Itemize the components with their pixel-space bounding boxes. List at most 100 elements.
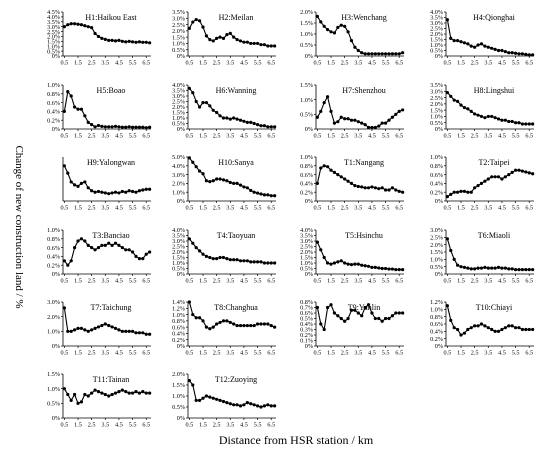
series-line — [446, 238, 533, 271]
data-point — [476, 266, 480, 270]
x-tick-label: 0.5 — [313, 133, 321, 140]
y-tick-label: 0.6% — [300, 310, 313, 317]
data-point — [245, 120, 249, 124]
x-tick-label: 3.5 — [226, 60, 234, 67]
y-tick-label: 0% — [177, 271, 185, 278]
data-point — [329, 30, 333, 34]
data-point — [141, 40, 145, 44]
data-point — [242, 403, 246, 407]
chart-panel: 0%0.2%0.4%0.6%0.8%1.0%1.2% 0.5 1.5 2.5 3.5 4.… — [430, 299, 535, 357]
data-point — [273, 125, 277, 129]
y-tick-label: 3.0% — [430, 227, 443, 234]
y-tick-label: 1.0% — [47, 386, 60, 393]
data-point — [107, 192, 111, 196]
y-tick-label: 0.8% — [300, 163, 313, 170]
data-point — [225, 401, 229, 405]
data-point — [486, 114, 490, 119]
data-point — [201, 252, 205, 256]
data-point — [339, 115, 343, 119]
data-point — [194, 99, 198, 104]
data-point — [343, 24, 347, 28]
data-point — [507, 324, 511, 328]
data-point — [211, 108, 215, 112]
data-point — [273, 44, 277, 48]
data-point — [493, 266, 497, 270]
chart-panel: 0% 1.0%2.0% 3.0% 4.0% 5.0% 0.5 1.5 2.5 3.5 4.5 5.5… — [172, 154, 277, 212]
y-tick-label: 0.4% — [47, 109, 60, 116]
data-point — [235, 38, 239, 42]
data-point — [266, 125, 270, 129]
y-tick-label: 1.5% — [47, 371, 60, 378]
data-point — [401, 190, 405, 194]
x-tick-label: 4.5 — [240, 205, 248, 212]
data-point — [343, 319, 347, 323]
data-point — [110, 243, 114, 247]
x-tick-label: 3.5 — [226, 205, 234, 212]
data-point — [96, 123, 101, 128]
data-point — [496, 117, 501, 121]
data-point — [134, 254, 138, 258]
data-point — [390, 115, 395, 119]
y-tick-label: 0.2% — [430, 189, 443, 196]
data-point — [204, 394, 209, 398]
x-tick-label: 0.5 — [443, 278, 451, 285]
data-point — [329, 303, 333, 307]
data-point — [486, 45, 490, 49]
data-point — [336, 25, 340, 29]
data-point — [130, 329, 135, 333]
chart-panel: 0%0.5%1.0%1.5%2.0%2.5%3.0%3.5%4.0% 0.5 1.5… — [172, 82, 277, 140]
data-point — [479, 266, 484, 270]
x-tick-label: 2.5 — [88, 278, 96, 285]
data-point — [83, 114, 87, 118]
x-tick-label: 6.5 — [142, 350, 150, 357]
chart-panel: 0% 0.2%0.4% 0.6% 0.8% 1.0% 0.5 1.5 2.5 3.5 4.5 5.5… — [47, 227, 152, 285]
data-point — [380, 121, 384, 125]
x-tick-label: 2.5 — [213, 350, 221, 357]
data-point — [445, 237, 449, 241]
figure-x-label: Distance from HSR station / km — [219, 433, 374, 447]
data-point — [452, 190, 456, 194]
data-point — [127, 248, 131, 252]
data-point — [513, 121, 518, 125]
x-tick-label: 4.5 — [368, 205, 376, 212]
data-point — [141, 331, 145, 335]
data-point — [524, 170, 528, 174]
data-point — [520, 268, 525, 272]
data-point — [469, 267, 473, 271]
y-tick-label: 3.5% — [172, 9, 185, 16]
panel-title: H5:Boao — [97, 86, 126, 95]
data-point — [380, 186, 384, 190]
x-tick-label: 1.5 — [74, 60, 82, 67]
x-tick-label: 5.5 — [129, 60, 137, 67]
panel-title: H7:Shenzhou — [342, 86, 386, 95]
y-tick-label: 0.6% — [430, 172, 443, 179]
data-point — [462, 189, 467, 193]
data-point — [390, 267, 395, 271]
y-tick-label: 1.5% — [300, 82, 313, 89]
y-tick-label: 0.2% — [47, 262, 60, 269]
x-tick-label: 3.5 — [354, 205, 362, 212]
data-point — [524, 327, 528, 332]
data-point — [245, 259, 249, 263]
y-tick-label: 1.0% — [47, 82, 60, 89]
data-point — [187, 300, 191, 304]
y-tick-label: 1.0% — [172, 393, 185, 400]
x-tick-label: 3.5 — [226, 422, 234, 429]
data-point — [322, 164, 326, 168]
x-tick-label: 1.5 — [457, 278, 465, 285]
data-point — [452, 39, 456, 43]
data-point — [191, 20, 195, 24]
data-point — [215, 177, 219, 181]
data-point — [503, 266, 507, 270]
x-tick-label: 4.5 — [115, 60, 123, 67]
data-point — [343, 177, 347, 181]
x-tick-label: 5.5 — [129, 133, 137, 140]
y-tick-label: 2.5% — [300, 244, 313, 251]
x-tick-label: 4.5 — [498, 133, 506, 140]
y-tick-label: 4.0% — [172, 163, 185, 170]
data-point — [242, 119, 246, 123]
y-tick-label: 5.0% — [172, 154, 185, 161]
data-point — [238, 323, 243, 328]
data-point — [459, 333, 463, 337]
data-point — [500, 48, 504, 53]
